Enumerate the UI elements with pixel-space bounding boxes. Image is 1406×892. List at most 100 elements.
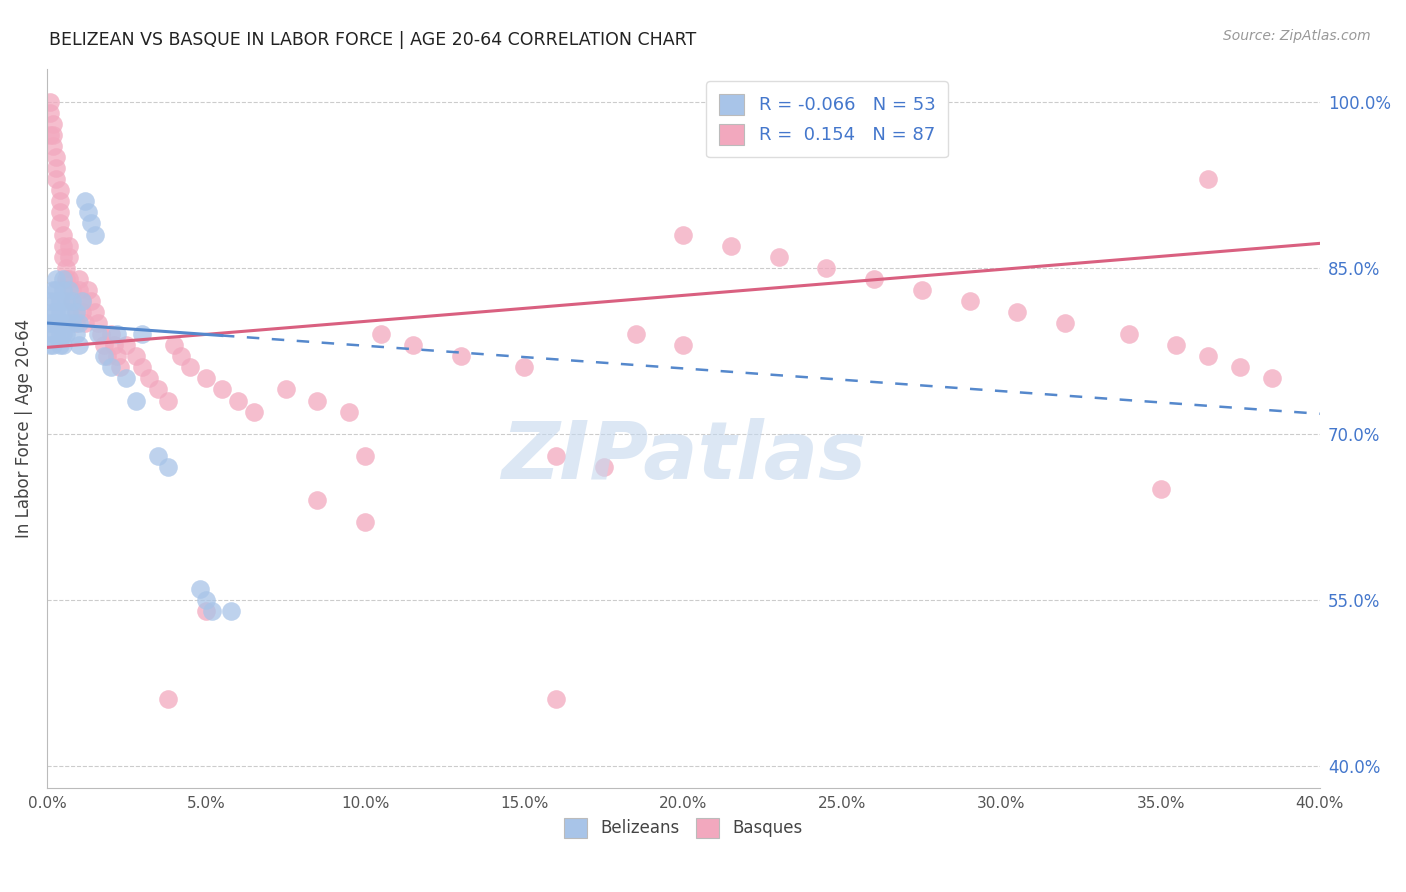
Point	[60, 293, 83, 308]
Point	[93, 338, 115, 352]
Point	[45, 272, 67, 286]
Point	[115, 371, 138, 385]
Point	[156, 459, 179, 474]
Point	[1054, 316, 1077, 330]
Point	[138, 371, 160, 385]
Point	[274, 383, 297, 397]
Point	[55, 260, 77, 275]
Point	[201, 604, 224, 618]
Point	[52, 316, 75, 330]
Point	[80, 217, 103, 231]
Point	[52, 227, 75, 242]
Point	[67, 338, 90, 352]
Point	[39, 95, 62, 109]
Point	[52, 272, 75, 286]
Point	[195, 371, 218, 385]
Point	[156, 692, 179, 706]
Point	[55, 327, 77, 342]
Point	[67, 316, 90, 330]
Point	[65, 327, 87, 342]
Point	[863, 272, 886, 286]
Point	[60, 316, 83, 330]
Point	[513, 360, 536, 375]
Point	[39, 128, 62, 142]
Point	[58, 272, 80, 286]
Point	[105, 349, 128, 363]
Point	[87, 316, 110, 330]
Point	[592, 459, 614, 474]
Point	[45, 316, 67, 330]
Point	[1229, 360, 1251, 375]
Point	[52, 250, 75, 264]
Point	[131, 327, 153, 342]
Point	[70, 293, 93, 308]
Point	[96, 349, 118, 363]
Point	[70, 293, 93, 308]
Point	[544, 692, 567, 706]
Point	[148, 449, 170, 463]
Point	[77, 283, 100, 297]
Point	[45, 150, 67, 164]
Point	[1261, 371, 1284, 385]
Point	[624, 327, 647, 342]
Point	[195, 604, 218, 618]
Point	[100, 327, 122, 342]
Point	[125, 393, 148, 408]
Point	[48, 316, 70, 330]
Point	[70, 305, 93, 319]
Point	[58, 305, 80, 319]
Point	[163, 338, 186, 352]
Y-axis label: In Labor Force | Age 20-64: In Labor Force | Age 20-64	[15, 318, 32, 538]
Point	[39, 338, 62, 352]
Point	[354, 515, 377, 529]
Point	[672, 227, 695, 242]
Point	[52, 327, 75, 342]
Point	[52, 338, 75, 352]
Point	[221, 604, 243, 618]
Point	[1197, 172, 1219, 186]
Point	[39, 293, 62, 308]
Point	[45, 172, 67, 186]
Point	[42, 316, 65, 330]
Point	[48, 217, 70, 231]
Text: BELIZEAN VS BASQUE IN LABOR FORCE | AGE 20-64 CORRELATION CHART: BELIZEAN VS BASQUE IN LABOR FORCE | AGE …	[49, 31, 696, 49]
Point	[58, 250, 80, 264]
Point	[45, 293, 67, 308]
Point	[544, 449, 567, 463]
Point	[55, 316, 77, 330]
Point	[195, 592, 218, 607]
Point	[42, 327, 65, 342]
Point	[55, 272, 77, 286]
Point	[65, 316, 87, 330]
Point	[307, 393, 329, 408]
Point	[156, 393, 179, 408]
Point	[48, 183, 70, 197]
Point	[42, 139, 65, 153]
Point	[67, 283, 90, 297]
Point	[959, 293, 981, 308]
Point	[80, 293, 103, 308]
Point	[354, 449, 377, 463]
Point	[307, 493, 329, 508]
Point	[48, 205, 70, 219]
Point	[75, 194, 97, 209]
Point	[105, 327, 128, 342]
Point	[768, 250, 790, 264]
Point	[77, 205, 100, 219]
Point	[65, 305, 87, 319]
Point	[1118, 327, 1140, 342]
Point	[48, 338, 70, 352]
Point	[337, 404, 360, 418]
Point	[90, 327, 112, 342]
Point	[45, 305, 67, 319]
Point	[103, 338, 125, 352]
Text: Source: ZipAtlas.com: Source: ZipAtlas.com	[1223, 29, 1371, 43]
Point	[67, 272, 90, 286]
Point	[672, 338, 695, 352]
Point	[83, 305, 105, 319]
Point	[242, 404, 264, 418]
Point	[58, 238, 80, 252]
Point	[42, 128, 65, 142]
Legend: Belizeans, Basques: Belizeans, Basques	[557, 812, 810, 844]
Point	[60, 283, 83, 297]
